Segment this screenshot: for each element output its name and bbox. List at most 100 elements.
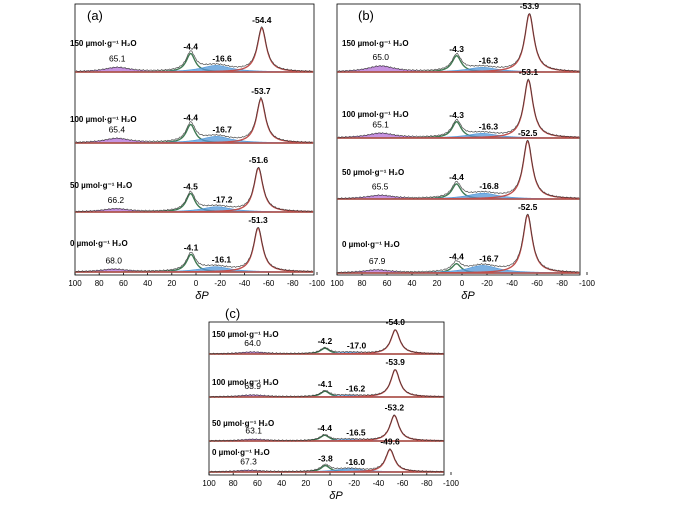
x-tick-label: 60 xyxy=(383,279,392,288)
x-tick-label: 100 xyxy=(68,279,82,288)
x-tick-label: -20 xyxy=(214,279,226,288)
x-tick-label: -100 xyxy=(309,279,326,288)
peak-label: -4.3 xyxy=(449,110,464,120)
peak-label: -52.5 xyxy=(518,128,538,138)
sample-label: 50 µmol·g⁻¹ H₂O xyxy=(212,419,274,428)
peak-label: 67.9 xyxy=(369,256,386,266)
peak-label: -4.4 xyxy=(317,423,332,433)
x-tick-label: -100 xyxy=(579,279,596,288)
peak-label: 65.4 xyxy=(109,125,126,135)
peak-label: 63.1 xyxy=(245,425,262,435)
panel-c: (c) 100 80 60 40 20 0 -20 -40 -60 -80 -100 δP 150 µmo… xyxy=(202,306,459,502)
spectrum: 50 µmol·g⁻¹ H₂O 66.2 -4.5 -17.2 -51.6 xyxy=(70,155,314,213)
peak-label: -16.5 xyxy=(346,427,366,437)
panel-b: (b) 100 80 60 40 20 0 -20 -40 -60 -80 -100 δP 150 µmo… xyxy=(330,1,595,302)
peak-label: -4.4 xyxy=(183,113,198,123)
x-axis-label: δP xyxy=(461,290,475,302)
peak-label: 65.1 xyxy=(109,54,126,64)
peak-label: -16.1 xyxy=(212,255,232,265)
x-tick-label: -60 xyxy=(531,279,543,288)
x-tick-label: -20 xyxy=(481,279,493,288)
peak-label: 68.0 xyxy=(105,255,122,265)
peak-label: -4.4 xyxy=(449,252,464,262)
sample-label: 0 µmol·g⁻¹ H₂O xyxy=(70,239,128,248)
x-tick-label: 60 xyxy=(119,279,128,288)
x-tick-label: 80 xyxy=(229,479,238,488)
sample-label: 0 µmol·g⁻¹ H₂O xyxy=(212,448,270,457)
experimental-envelope xyxy=(75,26,313,72)
experimental-envelope xyxy=(209,414,443,442)
x-tick-label: 40 xyxy=(277,479,286,488)
peak-label: -53.9 xyxy=(386,357,406,367)
x-tick-label: 0 xyxy=(194,279,199,288)
peak-label: -4.4 xyxy=(449,172,464,182)
x-tick-label: -100 xyxy=(443,479,460,488)
x-tick-label: -60 xyxy=(397,479,409,488)
x-tick-label: 20 xyxy=(167,279,176,288)
peak-label: -4.1 xyxy=(184,242,199,252)
sample-label: 100 µmol·g⁻¹ H₂O xyxy=(70,115,137,124)
experimental-envelope xyxy=(75,227,313,273)
peak-label: -16.0 xyxy=(346,457,366,467)
peak-label: -16.7 xyxy=(213,124,233,134)
x-tick-label: -20 xyxy=(348,479,360,488)
experimental-envelope xyxy=(337,213,579,274)
peak-label: -16.7 xyxy=(479,253,499,263)
plot-frame xyxy=(208,321,445,476)
x-tick-label: 40 xyxy=(143,279,152,288)
plot-frame xyxy=(74,3,315,276)
sample-label: 150 µmol·g⁻¹ H₂O xyxy=(70,39,137,48)
x-tick-label: -60 xyxy=(263,279,275,288)
spectrum: 150 µmol·g⁻¹ H₂O 65.0 -4.3 -16.3 -53.9 xyxy=(337,1,580,73)
x-tick-label: 80 xyxy=(358,279,367,288)
peak-label: -53.1 xyxy=(519,67,539,77)
x-tick-label: 40 xyxy=(408,279,417,288)
peak-label: 63.9 xyxy=(244,381,261,391)
experimental-envelope xyxy=(75,166,313,213)
experimental-envelope xyxy=(337,13,579,72)
x-tick-label: 20 xyxy=(433,279,442,288)
peak-label: 65.1 xyxy=(372,119,389,129)
x-axis-label: δP xyxy=(329,490,343,502)
x-tick-label: 100 xyxy=(202,479,216,488)
panel-label: (a) xyxy=(87,8,103,23)
sample-label: 0 µmol·g⁻¹ H₂O xyxy=(342,240,400,249)
x-tick-label: -80 xyxy=(556,279,568,288)
peak-label: -16.2 xyxy=(346,383,366,393)
peak-label: -51.6 xyxy=(249,155,269,165)
panel-label: (c) xyxy=(225,306,240,321)
peak-label: -4.4 xyxy=(183,42,198,52)
x-tick-label: -80 xyxy=(421,479,433,488)
peak-label: -17.0 xyxy=(347,340,367,350)
peak-label: 66.2 xyxy=(108,195,125,205)
x-tick-label: -40 xyxy=(239,279,251,288)
x-tick-label: 60 xyxy=(253,479,262,488)
peak-label: 65.5 xyxy=(372,182,389,192)
sample-label: 50 µmol·g⁻¹ H₂O xyxy=(342,168,404,177)
panel-label: (b) xyxy=(358,8,374,23)
peak-label: -54.4 xyxy=(252,15,272,25)
peak-component xyxy=(75,227,314,273)
peak-label: 67.3 xyxy=(240,456,257,466)
x-axis-label: δP xyxy=(195,290,209,302)
peak-label: -4.3 xyxy=(449,44,464,54)
peak-label: -53.9 xyxy=(520,1,540,11)
peak-label: -16.3 xyxy=(479,55,499,65)
peak-label: -53.2 xyxy=(385,402,405,412)
x-tick-label: -40 xyxy=(373,479,385,488)
x-tick-label: 0 xyxy=(460,279,465,288)
experimental-envelope xyxy=(337,78,579,139)
sample-label: 100 µmol·g⁻¹ H₂O xyxy=(212,378,279,387)
peak-label: -16.3 xyxy=(479,121,499,131)
peak-label: -4.5 xyxy=(183,182,198,192)
peak-label: -51.3 xyxy=(248,215,268,225)
x-tick-label: 80 xyxy=(95,279,104,288)
x-tick-label: -40 xyxy=(506,279,518,288)
peak-label: -16.8 xyxy=(479,181,499,191)
x-tick-label: 0 xyxy=(328,479,333,488)
